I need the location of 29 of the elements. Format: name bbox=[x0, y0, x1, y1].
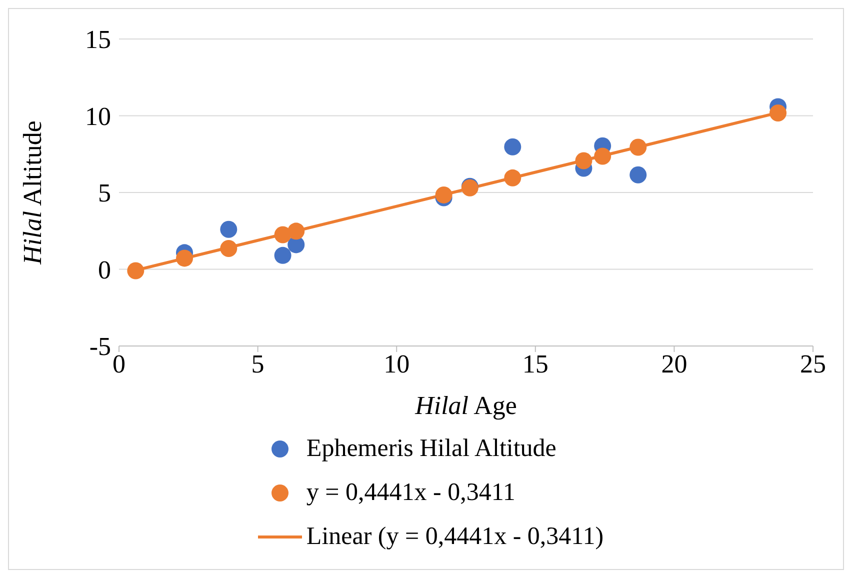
y-tick-label: -5 bbox=[89, 332, 111, 362]
point bbox=[594, 148, 612, 165]
x-tick-label: 10 bbox=[384, 349, 410, 378]
y-tick-label: 15 bbox=[85, 25, 111, 54]
point bbox=[127, 262, 144, 280]
point bbox=[220, 220, 238, 238]
y-axis-title: Hilal Altitude bbox=[18, 120, 47, 266]
legend-label: y = 0,4441x - 0,3411 bbox=[306, 478, 516, 508]
x-tick-label: 5 bbox=[251, 349, 264, 378]
x-tick-label: 15 bbox=[522, 349, 548, 378]
legend-label: Linear (y = 0,4441x - 0,3411) bbox=[306, 522, 604, 552]
point bbox=[630, 166, 647, 184]
point bbox=[770, 104, 787, 122]
point bbox=[435, 186, 452, 204]
x-axis-title: Hilal Age bbox=[414, 391, 517, 420]
point bbox=[176, 250, 194, 267]
point bbox=[504, 169, 522, 186]
y-tick-label: 10 bbox=[85, 102, 111, 131]
y-tick-label: 0 bbox=[98, 255, 111, 284]
point bbox=[220, 240, 238, 258]
point bbox=[504, 138, 522, 156]
y-tick-label: 5 bbox=[98, 178, 111, 208]
point bbox=[274, 246, 292, 264]
point bbox=[288, 222, 305, 240]
point bbox=[575, 152, 592, 170]
point bbox=[630, 138, 647, 156]
x-tick-label: 20 bbox=[661, 349, 688, 378]
x-tick-label: 25 bbox=[800, 349, 826, 378]
legend-label: Ephemeris Hilal Altitude bbox=[306, 434, 556, 464]
